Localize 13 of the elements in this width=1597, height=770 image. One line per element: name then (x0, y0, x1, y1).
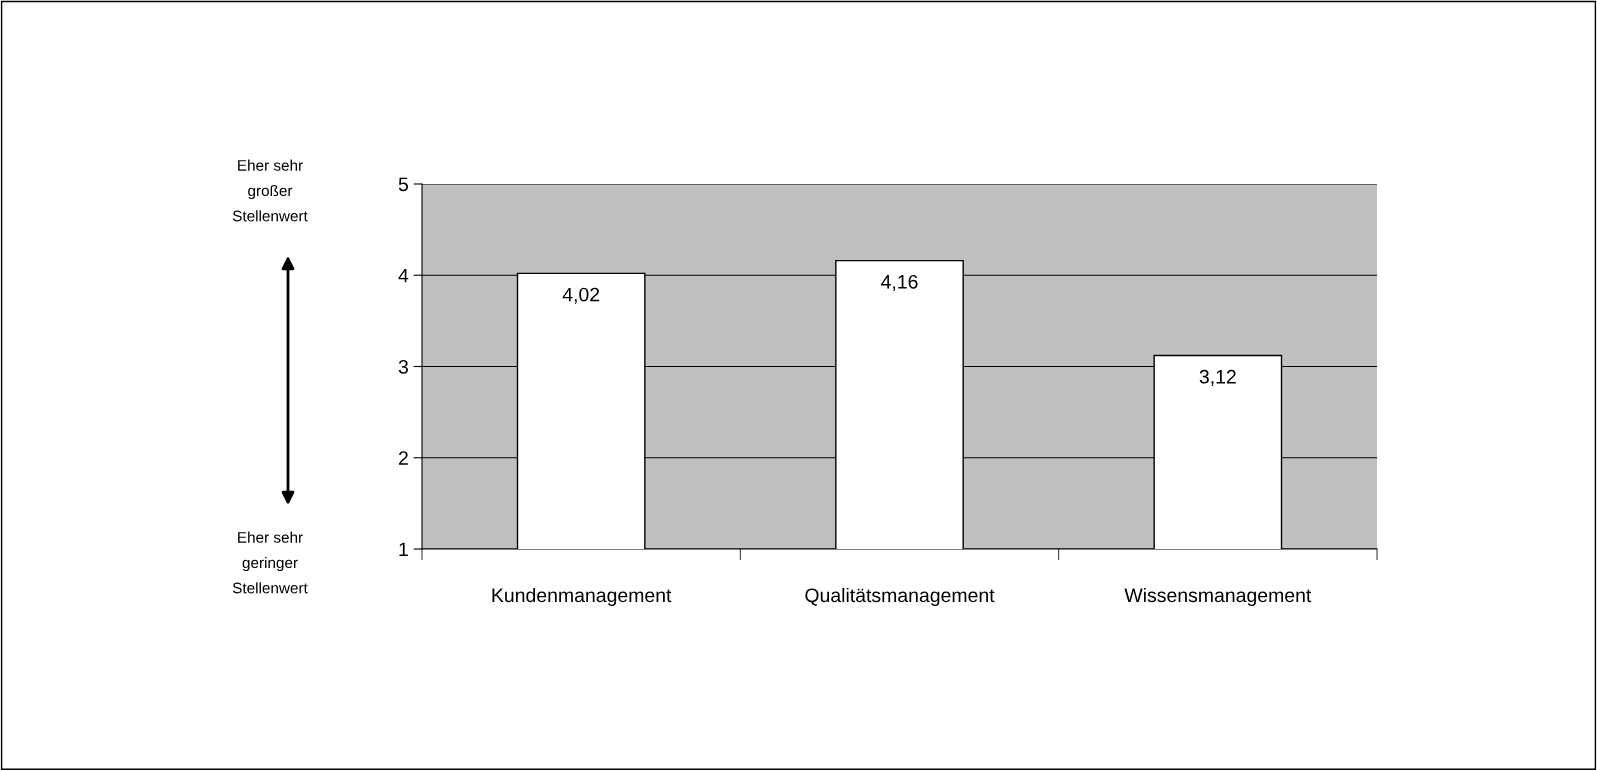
x-tick-label: Qualitätsmanagement (805, 587, 995, 607)
y-tick-label: 5 (398, 177, 408, 192)
y-tick-label: 3 (398, 359, 408, 374)
data-label: 4,16 (881, 274, 918, 291)
text: Eher sehr geringer Stellenwert (232, 531, 308, 594)
data-label: 3,12 (1199, 369, 1236, 386)
text: Eher sehr großer Stellenwert (232, 159, 308, 222)
y-tick-label: 2 (398, 451, 408, 465)
y-tick-label: 4 (398, 268, 409, 283)
y-tick-label: 1 (399, 542, 408, 557)
data-label: 4,02 (562, 287, 600, 304)
x-tick-label: Wissensmanagement (1124, 587, 1312, 607)
x-tick-label: Kundenmanagement (492, 587, 672, 607)
